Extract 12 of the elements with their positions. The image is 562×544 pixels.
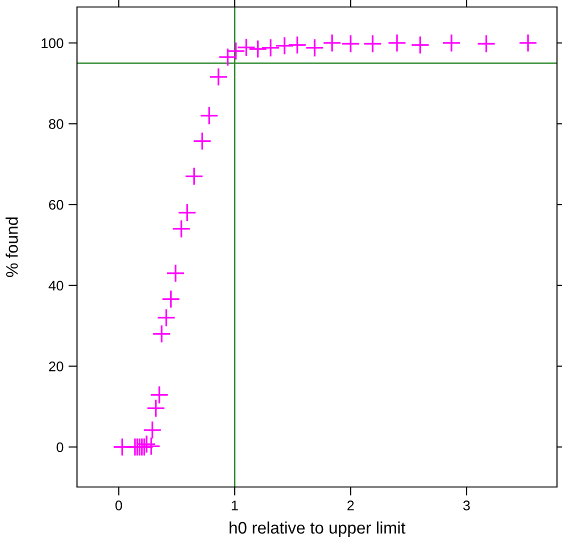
x-axis-title: h0 relative to upper limit: [230, 521, 406, 538]
x-tick-label: 3: [463, 500, 470, 510]
y-tick-label: 60: [49, 200, 64, 210]
y-tick-label: 20: [49, 362, 64, 372]
x-tick-label: 1: [232, 500, 238, 510]
x-tick-label: 2: [347, 500, 354, 510]
y-tick-label: 0: [56, 442, 64, 452]
y-tick-label: 80: [48, 119, 64, 129]
y-tick-label: 100: [42, 38, 64, 48]
x-tick-label: 0: [115, 500, 122, 510]
y-axis-title: % found: [6, 217, 18, 277]
y-tick-label: 40: [48, 280, 64, 291]
